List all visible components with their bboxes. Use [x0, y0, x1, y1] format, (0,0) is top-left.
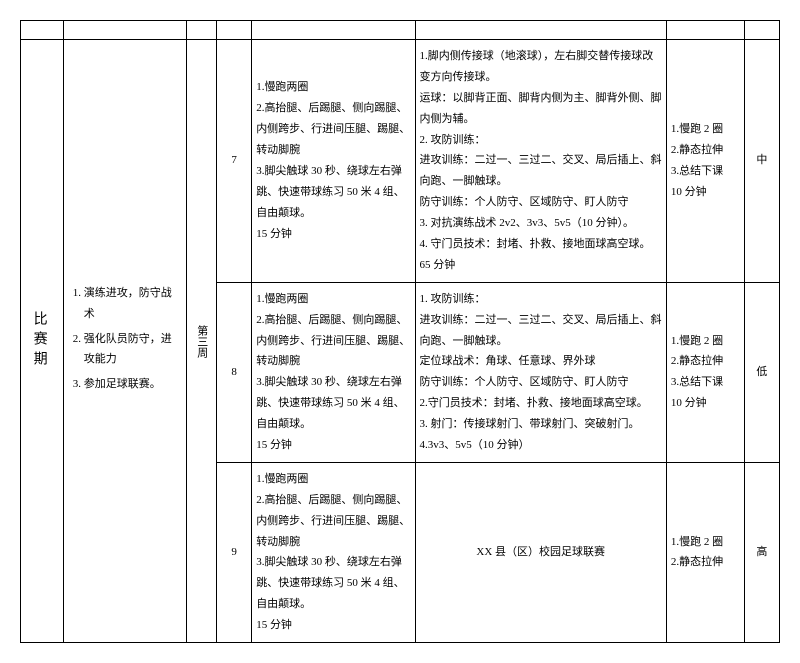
session-number: 9	[217, 462, 252, 642]
week-cell: 第三周	[186, 40, 216, 643]
goals-list: 演练进攻，防守战术 强化队员防守，进攻能力 参加足球联赛。	[68, 283, 182, 395]
warmup-text: 1.慢跑两圈2.高抬腿、后踢腿、侧向踢腿、内侧跨步、行进间压腿、踢腿、转动脚腕3…	[252, 40, 415, 283]
week-label: 第三周	[191, 325, 212, 358]
intensity-text: 中	[744, 40, 779, 283]
session-number: 7	[217, 40, 252, 283]
cooldown-text: 1.慢跑 2 圈2.静态拉伸3.总结下课10 分钟	[666, 40, 744, 283]
cooldown-text: 1.慢跑 2 圈2.静态拉伸3.总结下课10 分钟	[666, 282, 744, 462]
intensity-text: 低	[744, 282, 779, 462]
goal-item: 强化队员防守，进攻能力	[84, 329, 182, 371]
training-plan-table: 比赛期 演练进攻，防守战术 强化队员防守，进攻能力 参加足球联赛。 第三周 7 …	[20, 20, 780, 643]
goals-cell: 演练进攻，防守战术 强化队员防守，进攻能力 参加足球联赛。	[63, 40, 186, 643]
session-row: 比赛期 演练进攻，防守战术 强化队员防守，进攻能力 参加足球联赛。 第三周 7 …	[21, 40, 780, 283]
main-text: XX 县（区）校园足球联赛	[415, 462, 666, 642]
goal-item: 演练进攻，防守战术	[84, 283, 182, 325]
cooldown-text: 1.慢跑 2 圈2.静态拉伸	[666, 462, 744, 642]
main-text: 1. 攻防训练：进攻训练：二过一、三过二、交叉、局后插上、斜向跑、一脚触球。定位…	[415, 282, 666, 462]
warmup-text: 1.慢跑两圈2.高抬腿、后踢腿、侧向踢腿、内侧跨步、行进间压腿、踢腿、转动脚腕3…	[252, 462, 415, 642]
header-spacer-row	[21, 21, 780, 40]
main-text: 1.脚内侧传接球（地滚球），左右脚交替传接球改变方向传接球。运球：以脚背正面、脚…	[415, 40, 666, 283]
goal-item: 参加足球联赛。	[84, 374, 182, 395]
stage-label: 比赛期	[25, 311, 52, 371]
stage-cell: 比赛期	[21, 40, 64, 643]
intensity-text: 高	[744, 462, 779, 642]
session-number: 8	[217, 282, 252, 462]
warmup-text: 1.慢跑两圈2.高抬腿、后踢腿、侧向踢腿、内侧跨步、行进间压腿、踢腿、转动脚腕3…	[252, 282, 415, 462]
